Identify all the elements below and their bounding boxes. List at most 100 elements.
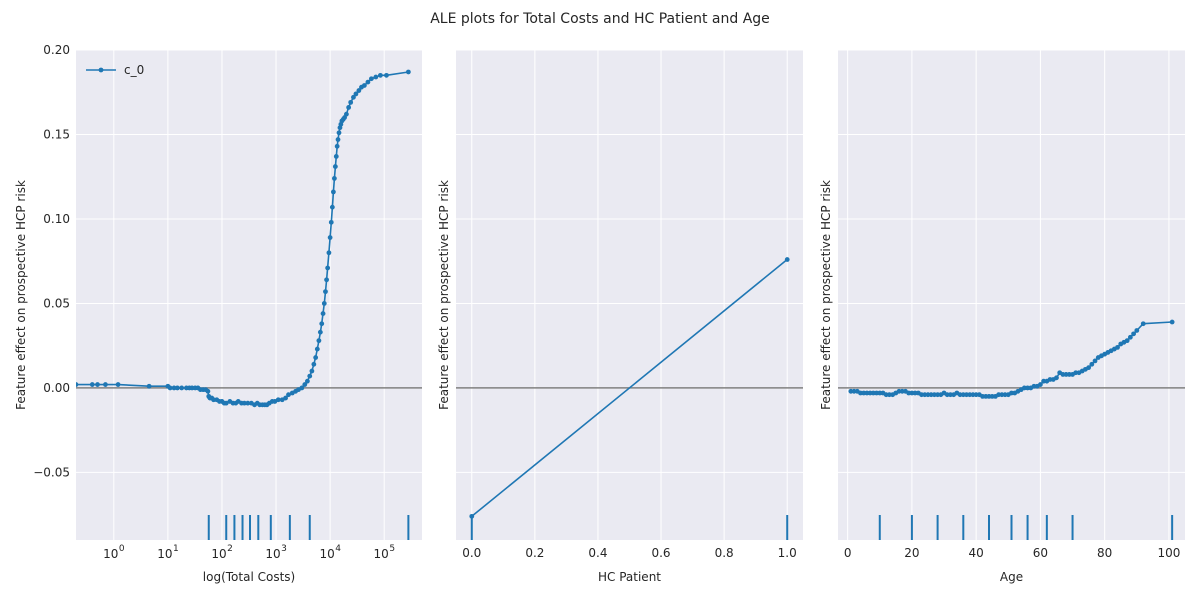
data-point bbox=[275, 397, 281, 403]
y-tick-label: 0.00 bbox=[43, 381, 70, 395]
data-point bbox=[348, 99, 354, 105]
x-tick-label: 10 bbox=[265, 547, 280, 561]
axes-background bbox=[76, 50, 422, 540]
data-point bbox=[307, 373, 313, 379]
data-point bbox=[321, 301, 327, 306]
data-point bbox=[167, 385, 173, 391]
panel-hc-patient: 0.0 0.2 0.4 0.6 0.8 1.0 HC Patient Feature effe… bbox=[437, 49, 803, 584]
legend: c_0 bbox=[86, 63, 144, 77]
data-point bbox=[223, 400, 229, 406]
y-tick-label: −0.05 bbox=[33, 465, 70, 479]
data-point bbox=[309, 368, 315, 374]
y-tick-label: 0.10 bbox=[43, 212, 70, 226]
data-point bbox=[346, 105, 352, 110]
x-tick-exponent: 0 bbox=[119, 544, 125, 554]
x-tick-label: 10 bbox=[319, 547, 334, 561]
data-point bbox=[283, 395, 288, 401]
y-tick-label: 0.20 bbox=[43, 43, 70, 57]
data-point bbox=[369, 76, 374, 82]
x-tick-label: 0.6 bbox=[651, 546, 670, 560]
x-axis-label: Age bbox=[1000, 570, 1023, 584]
data-point bbox=[320, 311, 326, 316]
figure-title: ALE plots for Total Costs and HC Patient… bbox=[430, 11, 770, 27]
data-point bbox=[245, 400, 251, 406]
y-axis-label: Feature effect on prospective HCP risk bbox=[437, 180, 451, 410]
data-point bbox=[333, 154, 339, 159]
data-point bbox=[314, 346, 320, 352]
data-point bbox=[319, 321, 325, 327]
data-point bbox=[343, 111, 349, 117]
data-point bbox=[1140, 321, 1146, 327]
data-point bbox=[1115, 344, 1120, 350]
x-tick-label: 0 bbox=[844, 546, 852, 560]
data-point bbox=[353, 91, 359, 97]
panel-age: 0 20 40 60 80 100 Age Feature effect on prospec… bbox=[819, 49, 1185, 584]
x-tick-label: 0.8 bbox=[715, 546, 734, 560]
x-tick-exponent: 5 bbox=[389, 544, 395, 554]
data-point bbox=[356, 88, 362, 93]
data-point bbox=[1124, 338, 1130, 344]
data-point bbox=[1127, 334, 1133, 340]
legend-marker bbox=[98, 67, 104, 73]
axes-background bbox=[838, 50, 1185, 540]
axes-background bbox=[456, 50, 803, 540]
data-point bbox=[302, 382, 308, 387]
y-axis-label: Feature effect on prospective HCP risk bbox=[819, 180, 833, 410]
panel-total-costs: 10 0 10 1 10 2 10 3 10 4 10 5−0.050.000.050.100.150… bbox=[14, 43, 422, 584]
data-point bbox=[1092, 358, 1098, 364]
data-point bbox=[326, 250, 332, 256]
y-tick-label: 0.15 bbox=[43, 127, 70, 141]
data-point bbox=[332, 176, 337, 181]
data-point bbox=[327, 235, 333, 240]
data-point bbox=[1131, 331, 1136, 337]
data-point bbox=[405, 69, 411, 75]
x-tick-label: 80 bbox=[1097, 546, 1112, 560]
data-point bbox=[316, 338, 322, 344]
data-point bbox=[384, 72, 389, 78]
data-point bbox=[1169, 319, 1175, 325]
data-point bbox=[304, 378, 310, 384]
data-point bbox=[324, 277, 329, 283]
data-point bbox=[373, 74, 379, 80]
x-tick-label: 10 bbox=[157, 547, 172, 561]
y-axis-label: Feature effect on prospective HCP risk bbox=[14, 180, 28, 410]
plot-area bbox=[848, 319, 1175, 540]
data-point bbox=[334, 143, 340, 149]
data-point bbox=[1134, 328, 1140, 333]
data-point bbox=[103, 382, 108, 387]
x-axis-label: HC Patient bbox=[598, 570, 661, 584]
data-point bbox=[784, 257, 790, 262]
x-tick-exponent: 1 bbox=[173, 544, 179, 554]
data-point bbox=[335, 137, 341, 142]
x-tick-label: 100 bbox=[1157, 546, 1180, 560]
y-tick-label: 0.05 bbox=[43, 296, 70, 310]
data-point bbox=[365, 79, 371, 85]
data-point bbox=[1054, 375, 1059, 381]
data-point bbox=[1038, 382, 1043, 387]
data-point bbox=[286, 392, 291, 398]
data-point bbox=[328, 219, 334, 225]
data-point bbox=[76, 382, 79, 387]
x-tick-label: 60 bbox=[1033, 546, 1048, 560]
data-point bbox=[95, 382, 100, 387]
series-line-c_0 bbox=[471, 258, 788, 517]
x-tick-exponent: 3 bbox=[281, 544, 287, 554]
x-tick-label: 0.2 bbox=[525, 546, 544, 560]
x-tick-label: 40 bbox=[969, 546, 984, 560]
plot-area bbox=[469, 257, 790, 540]
x-tick-exponent: 4 bbox=[335, 544, 341, 554]
data-point bbox=[329, 204, 335, 210]
data-point bbox=[179, 385, 185, 391]
data-point bbox=[205, 388, 211, 394]
x-tick-label: 10 bbox=[374, 547, 389, 561]
data-point bbox=[146, 383, 152, 389]
data-point bbox=[323, 289, 328, 295]
data-point bbox=[317, 329, 323, 335]
data-point bbox=[242, 400, 247, 406]
x-tick-label: 0.0 bbox=[462, 546, 481, 560]
data-point bbox=[171, 385, 177, 391]
data-point bbox=[331, 189, 336, 195]
data-point bbox=[377, 72, 383, 78]
data-point bbox=[361, 83, 367, 88]
data-point bbox=[299, 385, 305, 391]
